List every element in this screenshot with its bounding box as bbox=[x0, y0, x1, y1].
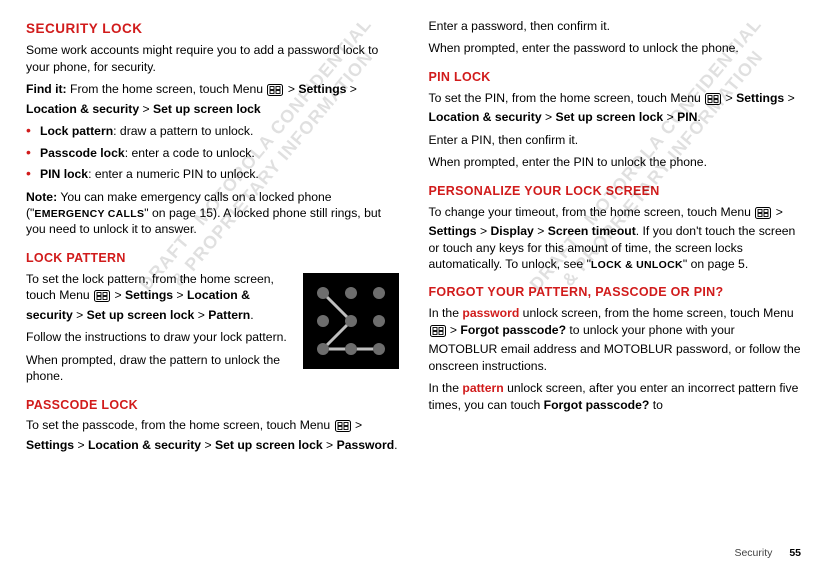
heading-personalize: Personalize your lock screen bbox=[429, 183, 802, 200]
list-item: PIN lock: enter a numeric PIN to unlock. bbox=[26, 166, 399, 182]
menu-icon bbox=[430, 325, 446, 341]
pattern-svg bbox=[303, 273, 399, 369]
footer-page-number: 55 bbox=[789, 547, 801, 559]
menu-icon bbox=[335, 420, 351, 436]
menu-icon bbox=[755, 207, 771, 223]
note-text: Note: You can make emergency calls on a … bbox=[26, 189, 399, 238]
intro-text: Some work accounts might require you to … bbox=[26, 42, 399, 75]
menu-icon bbox=[94, 290, 110, 306]
heading-lock-pattern: Lock pattern bbox=[26, 250, 399, 267]
menu-icon bbox=[267, 84, 283, 100]
password-prompt: When prompted, enter the password to unl… bbox=[429, 40, 802, 56]
footer-section: Security bbox=[734, 547, 772, 559]
heading-security-lock: Security lock bbox=[26, 20, 399, 38]
pin-prompt: When prompted, enter the PIN to unlock t… bbox=[429, 154, 802, 170]
heading-forgot: Forgot your pattern, passcode or PIN? bbox=[429, 284, 802, 301]
lock-options-list: Lock pattern: draw a pattern to unlock. … bbox=[26, 123, 399, 182]
pin-path: To set the PIN, from the home screen, to… bbox=[429, 90, 802, 126]
heading-passcode: Passcode lock bbox=[26, 397, 399, 414]
list-item: Passcode lock: enter a code to unlock. bbox=[26, 145, 399, 161]
personalize-text: To change your timeout, from the home sc… bbox=[429, 204, 802, 273]
passcode-path: To set the passcode, from the home scree… bbox=[26, 417, 399, 453]
right-column: Enter a password, then confirm it. When … bbox=[429, 8, 802, 459]
page-content: Security lock Some work accounts might r… bbox=[0, 0, 827, 459]
find-it-label: Find it: bbox=[26, 82, 67, 96]
lock-pattern-figure bbox=[303, 273, 399, 373]
heading-pin: PIN lock bbox=[429, 69, 802, 86]
find-it-line: Find it: From the home screen, touch Men… bbox=[26, 81, 399, 117]
left-column: Security lock Some work accounts might r… bbox=[26, 8, 399, 459]
menu-icon bbox=[705, 93, 721, 109]
list-item: Lock pattern: draw a pattern to unlock. bbox=[26, 123, 399, 139]
forgot-password-text: In the password unlock screen, from the … bbox=[429, 305, 802, 374]
forgot-pattern-text: In the pattern unlock screen, after you … bbox=[429, 380, 802, 413]
page-footer: Security 55 bbox=[734, 546, 801, 560]
enter-password: Enter a password, then confirm it. bbox=[429, 18, 802, 34]
pin-enter: Enter a PIN, then confirm it. bbox=[429, 132, 802, 148]
